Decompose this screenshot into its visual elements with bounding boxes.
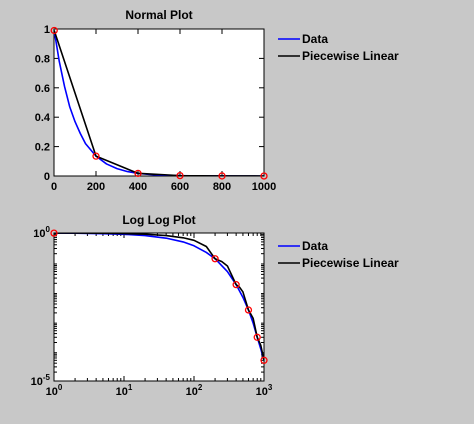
legend: Data Piecewise Linear [272, 235, 418, 273]
data-point-marker [244, 306, 253, 314]
x-tick-label: 101 [116, 383, 133, 398]
data-point-marker [50, 229, 58, 237]
y-tick-label: 1 [44, 24, 50, 36]
legend-label: Data [302, 239, 328, 253]
data-point-marker [92, 152, 100, 160]
y-tick-label: 10-5 [31, 373, 51, 388]
data-point-marker [253, 333, 261, 341]
data-point-marker [232, 280, 240, 289]
x-tick-label: 400 [129, 181, 147, 193]
x-tick-label: 1000 [252, 181, 276, 193]
x-tick-label: 600 [171, 181, 189, 193]
y-tick-label: 0.2 [35, 142, 50, 154]
y-tick-label: 0.4 [35, 112, 51, 124]
plot-area [53, 28, 265, 177]
series-line-piecewise-linear [54, 233, 264, 361]
x-tick-label: 0 [51, 181, 57, 193]
data-point-marker [260, 356, 268, 364]
chart-title: Log Log Plot [122, 213, 195, 227]
x-tick-label: 103 [256, 383, 273, 398]
legend-label: Piecewise Linear [302, 256, 399, 270]
x-tick-label: 102 [186, 383, 203, 398]
data-point-marker [211, 255, 219, 263]
y-tick-label: 0.8 [35, 53, 50, 65]
legend: Data Piecewise Linear [272, 28, 418, 66]
plot-area [53, 232, 265, 382]
data-point-marker [260, 172, 268, 180]
x-tick-label: 800 [213, 181, 231, 193]
legend-box [272, 235, 418, 273]
x-tick-label: 100 [46, 383, 63, 398]
series-line-piecewise-linear [54, 30, 264, 176]
x-tick-label: 200 [87, 181, 105, 193]
y-tick-label: 100 [33, 225, 50, 240]
chart-0: Normal Plot 0 200 400 600 800 1000 0 0.2 0.4 0.6 0.… [35, 8, 418, 193]
series-group [54, 233, 264, 361]
legend-box [272, 28, 418, 66]
data-point-marker [218, 172, 226, 180]
data-point-marker [50, 26, 58, 35]
series-group [54, 30, 264, 176]
legend-label: Data [302, 32, 328, 46]
chart-title: Normal Plot [125, 8, 192, 22]
y-tick-label: 0 [44, 171, 50, 183]
data-point-marker [134, 169, 142, 178]
y-tick-label: 0.6 [35, 83, 50, 95]
legend-label: Piecewise Linear [302, 49, 399, 63]
data-point-marker [176, 171, 184, 180]
